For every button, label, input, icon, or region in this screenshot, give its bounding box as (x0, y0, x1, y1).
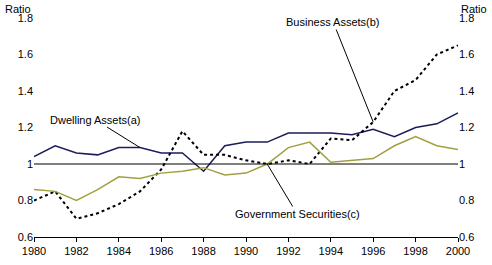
svg-text:1992: 1992 (276, 245, 300, 257)
svg-text:2000: 2000 (446, 245, 470, 257)
svg-text:0.6: 0.6 (459, 231, 474, 243)
svg-text:0.6: 0.6 (18, 231, 33, 243)
svg-text:1998: 1998 (403, 245, 427, 257)
svg-text:1.6: 1.6 (459, 48, 474, 60)
svg-text:1994: 1994 (319, 245, 343, 257)
svg-text:1: 1 (27, 158, 33, 170)
svg-text:Business Assets(b): Business Assets(b) (286, 16, 380, 28)
svg-text:1.8: 1.8 (459, 12, 474, 24)
svg-text:Government Securities(c): Government Securities(c) (235, 208, 360, 220)
svg-text:1.6: 1.6 (18, 48, 33, 60)
svg-text:1986: 1986 (149, 245, 173, 257)
svg-text:1984: 1984 (107, 245, 131, 257)
svg-text:1990: 1990 (234, 245, 258, 257)
svg-text:1.4: 1.4 (459, 85, 474, 97)
svg-text:Ratio: Ratio (5, 3, 31, 15)
svg-text:Ratio: Ratio (461, 3, 487, 15)
svg-text:1988: 1988 (191, 245, 215, 257)
svg-text:1.2: 1.2 (18, 121, 33, 133)
svg-text:1996: 1996 (361, 245, 385, 257)
svg-text:1.2: 1.2 (459, 121, 474, 133)
svg-text:1: 1 (459, 158, 465, 170)
svg-text:1980: 1980 (22, 245, 46, 257)
svg-text:0.8: 0.8 (459, 194, 474, 206)
svg-text:Dwelling Assets(a): Dwelling Assets(a) (50, 114, 140, 126)
svg-text:1982: 1982 (64, 245, 88, 257)
svg-text:0.8: 0.8 (18, 194, 33, 206)
svg-text:1.4: 1.4 (18, 85, 33, 97)
svg-text:1.8: 1.8 (18, 12, 33, 24)
